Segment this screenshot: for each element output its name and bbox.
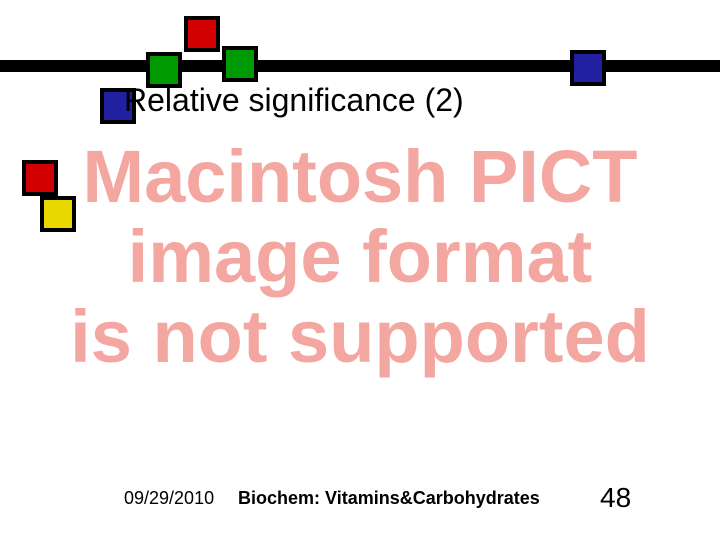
deco-square-green-right <box>222 46 258 82</box>
footer-date: 09/29/2010 <box>124 488 214 509</box>
pict-error-line1: Macintosh PICT <box>0 138 720 216</box>
deco-square-red-top <box>184 16 220 52</box>
deco-square-blue-right <box>570 50 606 86</box>
pict-error-line2: image format <box>0 218 720 296</box>
slide: Relative significance (2) Macintosh PICT… <box>0 0 720 540</box>
slide-title: Relative significance (2) <box>124 82 464 119</box>
footer-title: Biochem: Vitamins&Carbohydrates <box>238 488 540 509</box>
top-rule <box>0 60 720 72</box>
page-number: 48 <box>600 482 631 514</box>
pict-error-line3: is not supported <box>0 298 720 376</box>
